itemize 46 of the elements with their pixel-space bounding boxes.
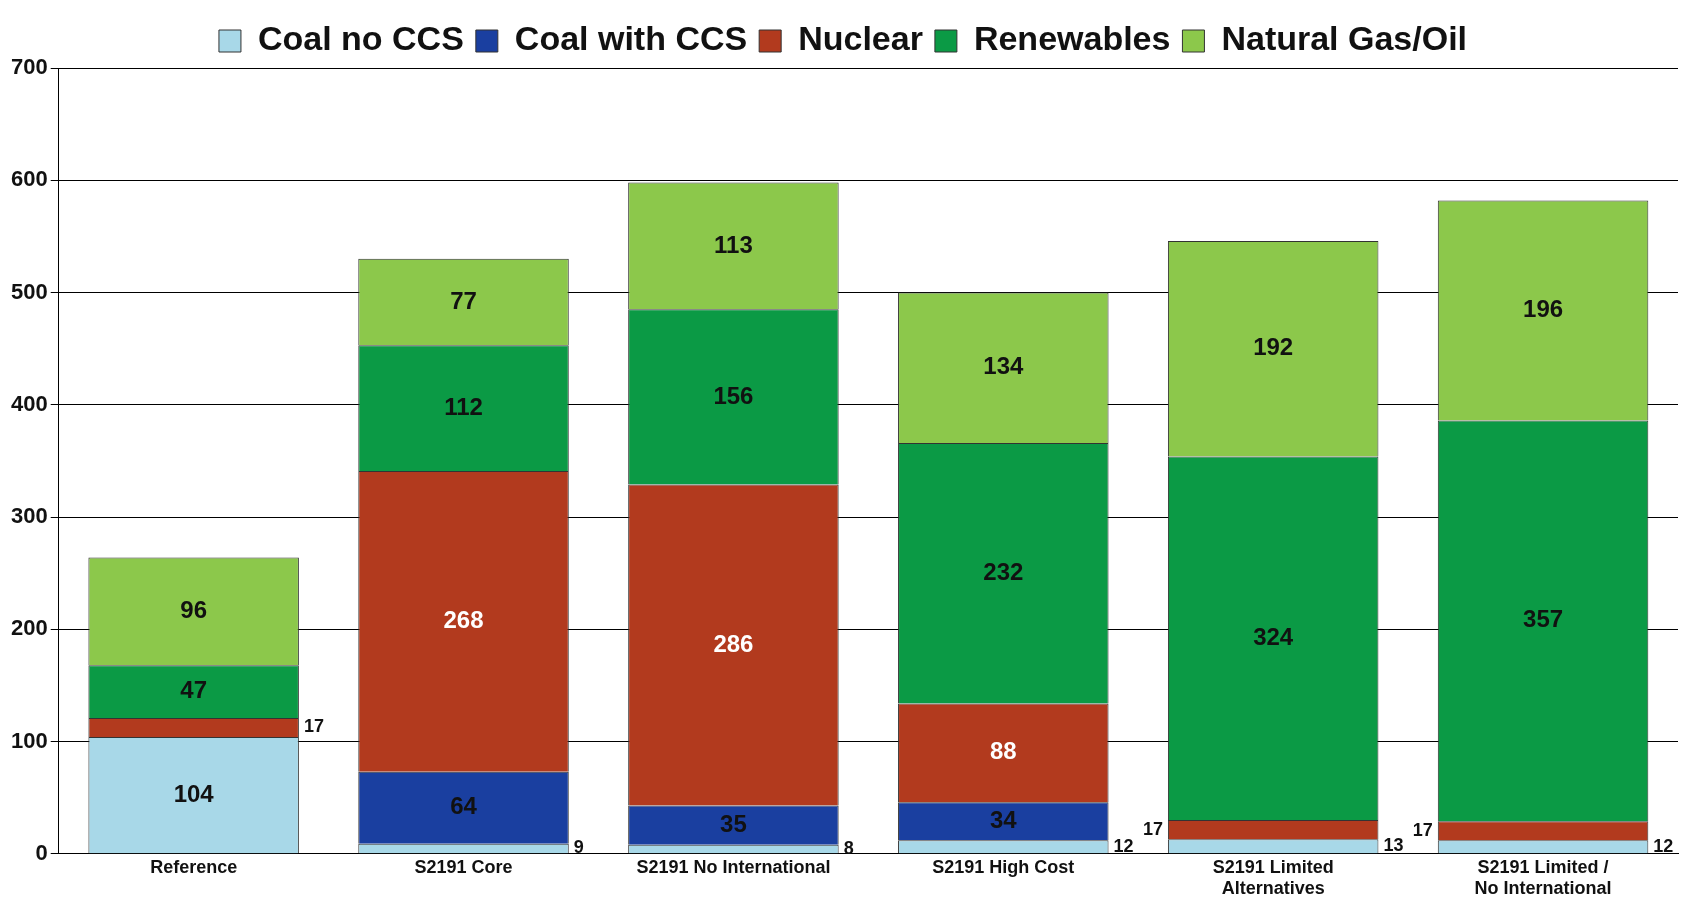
data-label: 12 <box>1113 835 1134 856</box>
y-tick-label: 300 <box>10 503 48 529</box>
data-label: 9 <box>573 837 584 858</box>
legend-label: Coal no CCS <box>257 19 464 58</box>
legend-label: Coal with CCS <box>514 19 748 58</box>
x-tick-label: S2191 Limited Alternatives <box>1212 856 1334 899</box>
data-label: 113 <box>714 230 753 258</box>
data-label: 192 <box>1253 333 1294 361</box>
y-tick-label: 700 <box>10 54 48 80</box>
y-tick-label: 400 <box>10 390 48 416</box>
data-label: 112 <box>444 392 483 420</box>
x-tick-label: S2191 Limited / No International <box>1474 856 1612 899</box>
data-label: 104 <box>173 779 215 807</box>
y-tick-label: 0 <box>35 839 48 865</box>
data-label: 35 <box>720 809 747 837</box>
data-label: 286 <box>713 629 754 657</box>
data-label: 156 <box>713 381 754 409</box>
x-tick-label: Reference <box>150 856 238 877</box>
data-label: 17 <box>1142 818 1163 839</box>
data-label: 8 <box>843 838 854 859</box>
legend-label: Nuclear <box>798 19 923 58</box>
y-tick-label: 100 <box>10 727 48 753</box>
data-label: 88 <box>989 737 1017 765</box>
data-label: 196 <box>1523 295 1564 323</box>
data-label: 17 <box>1412 819 1433 840</box>
x-tick-label: S2191 No International <box>636 856 831 877</box>
data-label: 17 <box>303 716 324 737</box>
y-tick-label: 200 <box>10 615 48 641</box>
data-label: 357 <box>1523 605 1564 633</box>
legend-label: Natural Gas/Oil <box>1221 19 1468 58</box>
data-label: 232 <box>983 557 1024 585</box>
data-label: 64 <box>450 792 478 820</box>
data-label: 134 <box>983 352 1024 380</box>
data-label: 324 <box>1253 622 1294 650</box>
y-tick-label: 500 <box>10 278 48 304</box>
data-label: 268 <box>443 606 484 634</box>
data-label: 13 <box>1383 835 1404 856</box>
y-tick-label: 600 <box>10 166 48 192</box>
legend-label: Renewables <box>973 19 1171 58</box>
x-tick-label: S2191 High Cost <box>932 856 1075 877</box>
data-label: 96 <box>180 595 207 623</box>
data-label: 34 <box>989 805 1018 833</box>
data-label: 12 <box>1653 835 1674 856</box>
data-label: 77 <box>450 286 477 314</box>
data-label: 47 <box>180 676 207 704</box>
x-tick-label: S2191 Core <box>414 856 513 877</box>
